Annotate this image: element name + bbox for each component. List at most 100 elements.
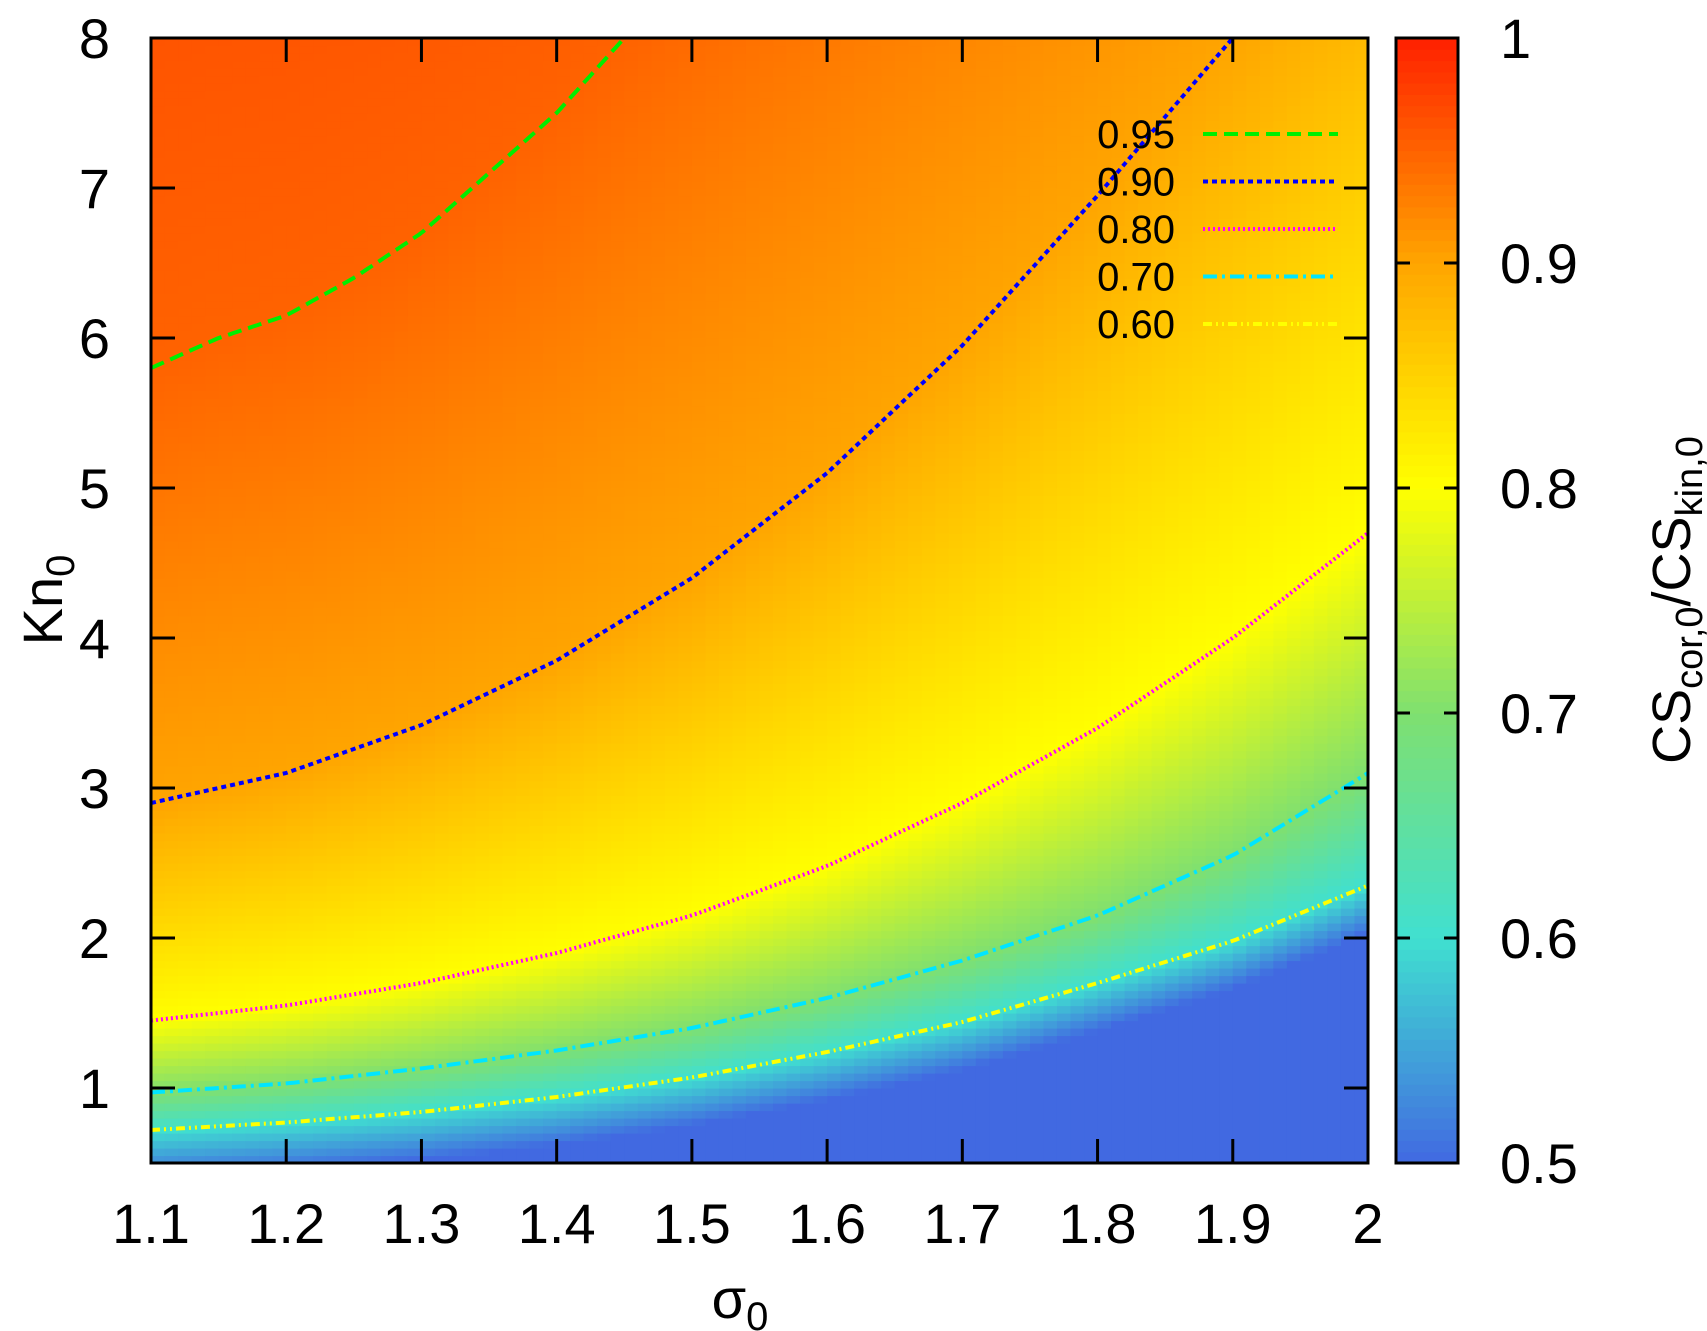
heatmap-cell [462,203,477,212]
heatmap-cell [394,1020,409,1029]
heatmap-cell [340,1110,355,1119]
heatmap-cell [489,353,504,362]
heatmap-cell [245,1043,260,1052]
heatmap-cell [299,240,314,249]
heatmap-cell [529,263,544,272]
heatmap-cell [556,150,571,159]
heatmap-cell [556,83,571,92]
heatmap-cell [259,173,274,182]
heatmap-cell [462,53,477,62]
heatmap-cell [570,1080,585,1089]
heatmap-cell [245,368,260,377]
heatmap-cell [583,788,598,797]
heatmap-cell [178,165,193,174]
heatmap-cell [421,878,436,887]
heatmap-cell [272,1148,287,1157]
heatmap-cell [326,413,341,422]
heatmap-cell [178,1013,193,1022]
heatmap-cell [259,893,274,902]
heatmap-cell [313,885,328,894]
heatmap-cell [299,525,314,534]
heatmap-cell [529,270,544,279]
heatmap-cell [407,293,423,302]
heatmap-cell [448,810,463,819]
heatmap-cell [245,780,260,789]
heatmap-cell [245,975,260,984]
heatmap-cell [313,683,328,692]
heatmap-cell [286,870,301,879]
heatmap-cell [475,383,490,392]
heatmap-cell [313,398,328,407]
heatmap-cell [407,480,423,489]
heatmap-cell [205,1140,220,1149]
heatmap-cell [299,1080,314,1089]
heatmap-cell [272,803,287,812]
heatmap-cell [462,383,477,392]
heatmap-cell [151,758,166,767]
heatmap-cell [475,683,490,692]
heatmap-cell [326,540,341,549]
heatmap-cell [178,338,193,347]
heatmap-cell [421,143,436,152]
heatmap-cell [543,1155,558,1163]
heatmap-cell [245,473,260,482]
heatmap-cell [259,150,274,159]
heatmap-cell [543,525,558,534]
heatmap-cell [434,383,450,392]
heatmap-cell [556,690,571,699]
heatmap-cell [543,1133,558,1142]
heatmap-cell [367,540,382,549]
heatmap-cell [529,803,544,812]
heatmap-cell [178,398,193,407]
heatmap-cell [353,885,368,894]
heatmap-cell [462,263,477,272]
heatmap-cell [394,75,409,84]
heatmap-cell [407,450,423,459]
heatmap-cell [326,735,341,744]
heatmap-cell [272,330,287,339]
heatmap-cell [367,668,382,677]
heatmap-cell [448,150,463,159]
heatmap-cell [367,405,382,414]
heatmap-cell [475,308,490,317]
heatmap-cell [407,1088,423,1097]
heatmap-cell [421,233,436,242]
heatmap-cell [286,885,301,894]
heatmap-cell [556,240,571,249]
heatmap-cell [191,1065,206,1074]
heatmap-cell [407,503,423,512]
heatmap-cell [245,833,260,842]
heatmap-cell [462,68,477,77]
heatmap-cell [543,278,558,287]
heatmap-cell [178,225,193,234]
heatmap-cell [353,165,368,174]
heatmap-cell [380,278,395,287]
heatmap-cell [421,458,436,467]
heatmap-cell [462,623,477,632]
heatmap-cell [434,608,450,617]
heatmap-cell [394,983,409,992]
heatmap-cell [205,165,220,174]
heatmap-cell [421,773,436,782]
heatmap-cell [394,68,409,77]
heatmap-cell [570,953,585,962]
heatmap-cell [543,360,558,369]
heatmap-cell [380,308,395,317]
heatmap-cell [245,180,260,189]
heatmap-cell [245,218,260,227]
heatmap-cell [543,1005,558,1014]
heatmap-cell [462,1125,477,1134]
heatmap-cell [205,698,220,707]
heatmap-cell [421,428,436,437]
heatmap-cell [232,293,247,302]
heatmap-cell [448,165,463,174]
heatmap-cell [245,728,260,737]
heatmap-cell [583,293,598,302]
heatmap-cell [434,173,450,182]
heatmap-cell [353,53,368,62]
heatmap-cell [178,98,193,107]
heatmap-cell [299,810,314,819]
heatmap-cell [299,315,314,324]
heatmap-cell [502,480,517,489]
heatmap-cell [367,518,382,527]
